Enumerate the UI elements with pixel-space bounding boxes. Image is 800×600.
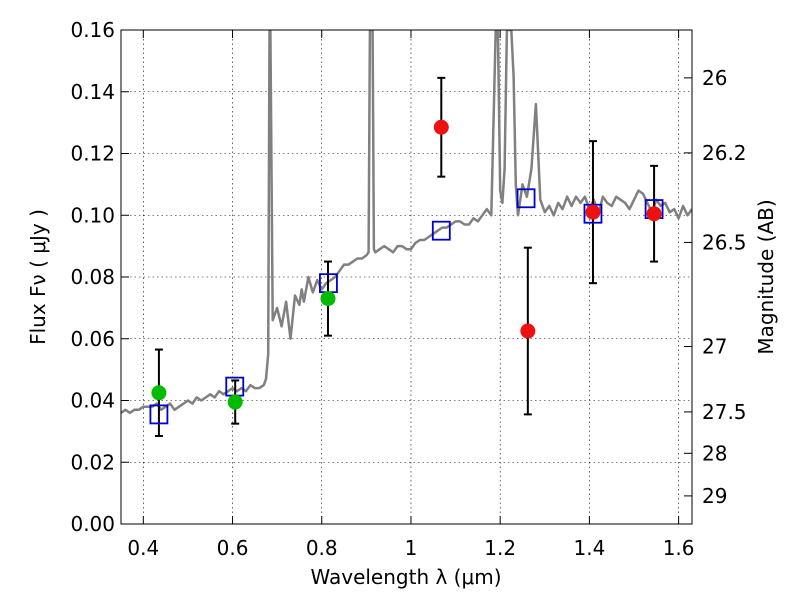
- y2-tick-label: 28: [702, 441, 727, 465]
- y2-tick-label: 26: [702, 66, 727, 90]
- x-tick-label: 0.6: [217, 536, 249, 560]
- y-axis-label: Flux Fν ( μJy ): [26, 209, 50, 345]
- observed-point: [520, 323, 536, 339]
- y2-tick-label: 27.5: [702, 400, 747, 424]
- model-point: [149, 404, 169, 425]
- model-point: [516, 188, 536, 209]
- y-tick-label: 0.10: [70, 203, 115, 227]
- x-axis-label: Wavelength λ (μm): [310, 565, 501, 589]
- y2-tick-label: 26.2: [702, 141, 747, 165]
- y-tick-label: 0.00: [70, 512, 115, 536]
- x-tick-label: 1.4: [573, 536, 605, 560]
- y-tick-label: 0.06: [70, 327, 115, 351]
- y2-tick-label: 29: [702, 484, 727, 508]
- y2-axis-label: Magnitude (AB): [754, 199, 778, 354]
- x-tick-label: 0.4: [127, 536, 159, 560]
- y-tick-label: 0.14: [70, 80, 115, 104]
- y-tick-label: 0.12: [70, 142, 115, 166]
- x-tick-label: 1: [405, 536, 418, 560]
- observed-point: [227, 394, 243, 410]
- observed-point: [585, 204, 601, 220]
- y-tick-label: 0.08: [70, 265, 115, 289]
- x-tick-label: 0.8: [306, 536, 338, 560]
- observed-point: [433, 119, 449, 135]
- ticks: 0.4 0.6 0.8 1 1.2 1.4 1.6 0.00 0.02 0.04 0.06 0.08 0…: [70, 18, 746, 560]
- x-tick-label: 1.2: [484, 536, 516, 560]
- y-tick-label: 0.02: [70, 450, 115, 474]
- y2-tick-label: 26.5: [702, 230, 747, 254]
- x-tick-label: 1.6: [663, 536, 695, 560]
- y2-tick-label: 27: [702, 334, 727, 358]
- observed-point: [320, 291, 336, 307]
- y-tick-label: 0.04: [70, 389, 115, 413]
- observed-point: [151, 385, 167, 401]
- model-point: [431, 220, 451, 241]
- observed-point: [646, 206, 662, 222]
- y-tick-label: 0.16: [70, 18, 115, 42]
- marker-layer: [149, 76, 664, 438]
